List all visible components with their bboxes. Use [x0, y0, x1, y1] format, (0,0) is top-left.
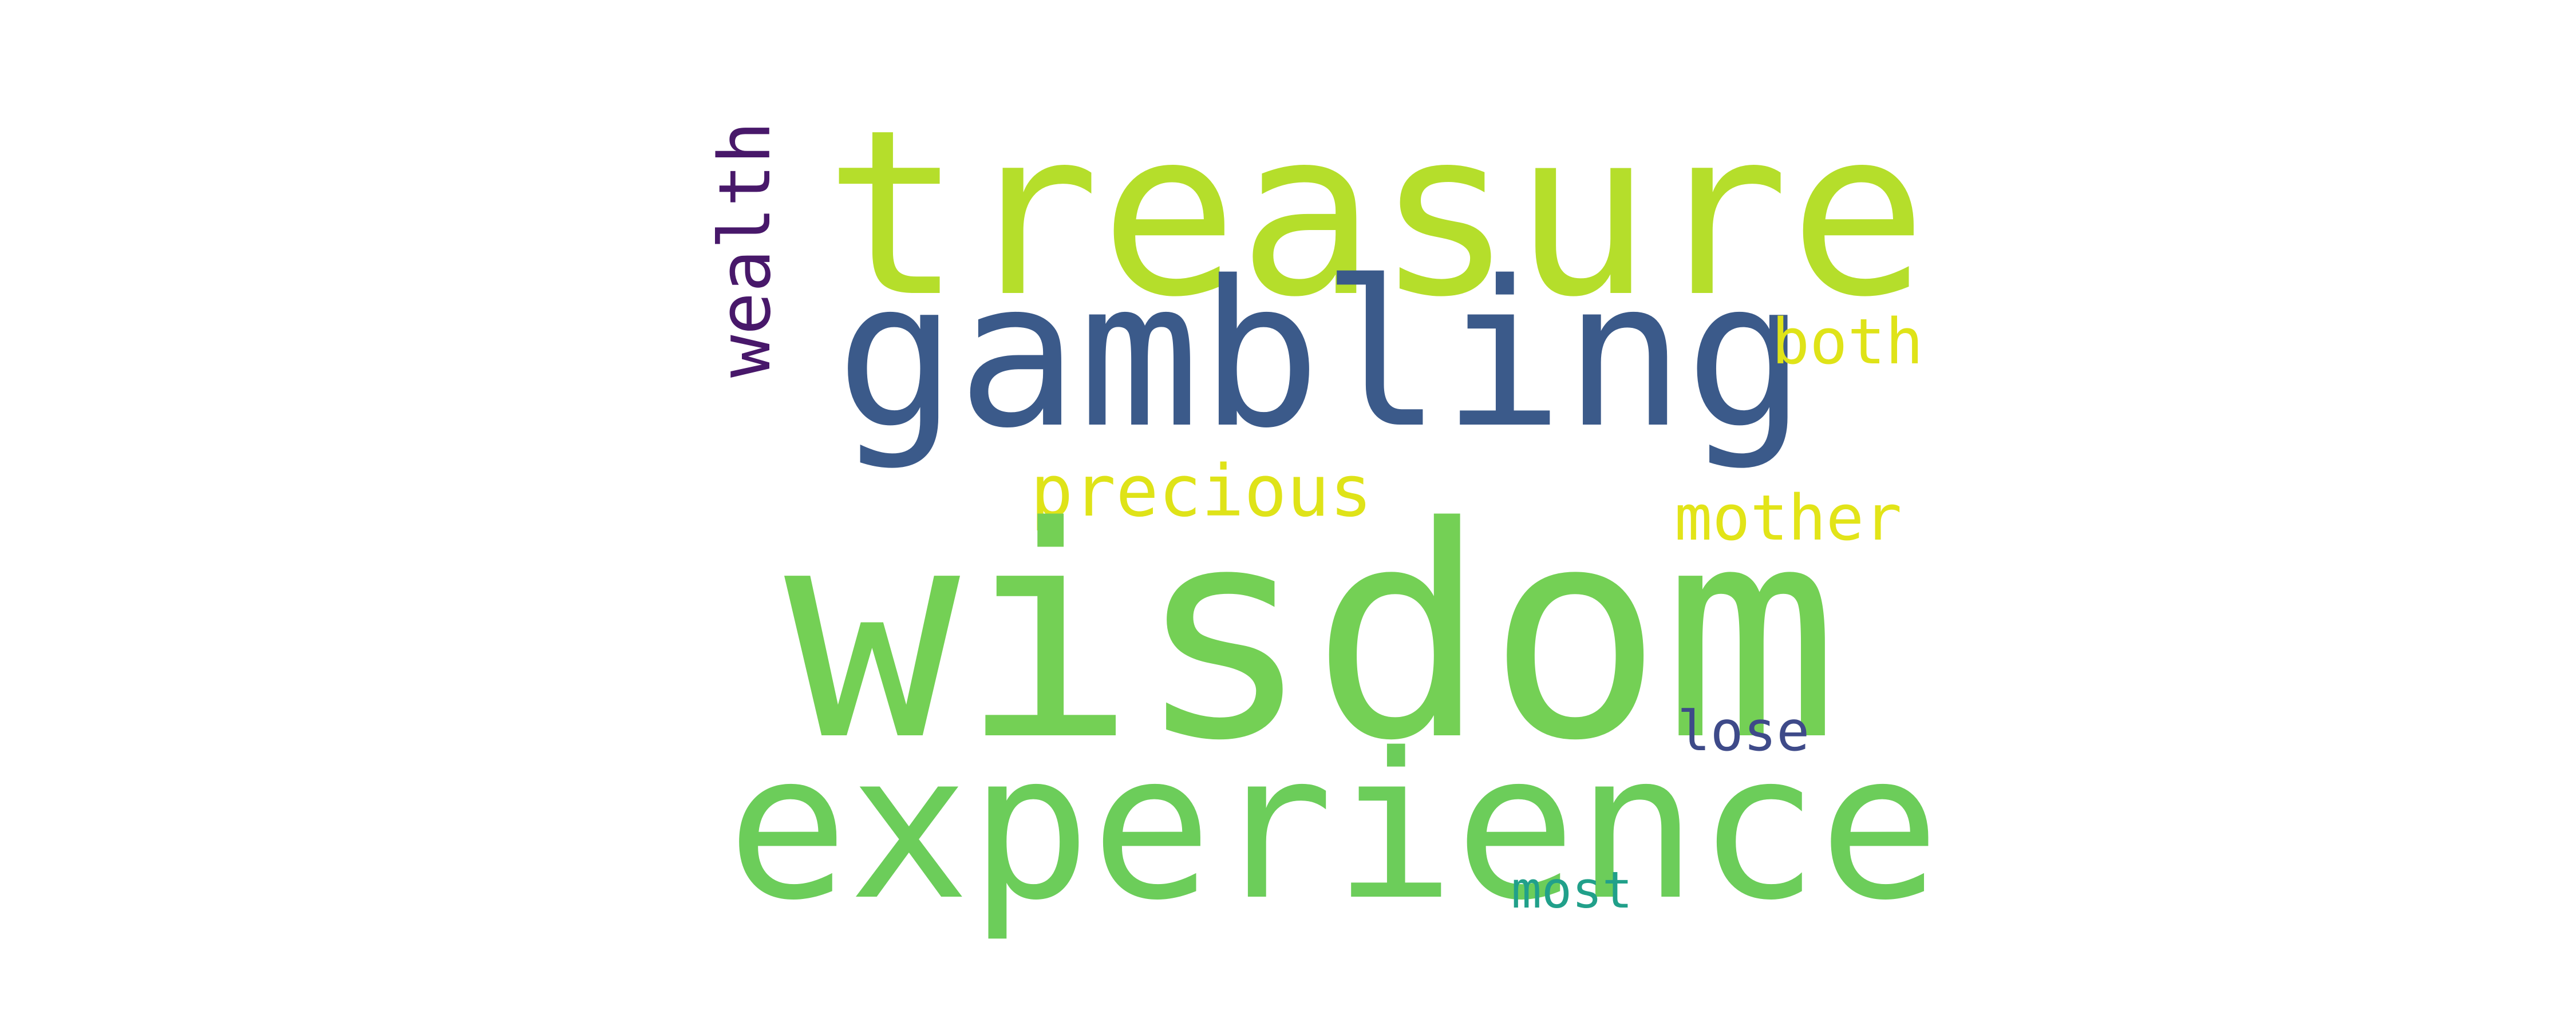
- word-most: most: [1511, 861, 1633, 920]
- word-both: both: [1772, 305, 1923, 378]
- word-treasure: treasure: [824, 81, 1927, 347]
- word-mother: mother: [1674, 481, 1902, 554]
- word-gambling: gambling: [836, 238, 1807, 473]
- word-lose: lose: [1677, 699, 1810, 763]
- word-precious: precious: [1030, 450, 1373, 533]
- word-wealth: wealth: [704, 121, 787, 378]
- word-dot: .: [1025, 444, 1080, 551]
- word-experience: experience: [727, 710, 1941, 945]
- word-wisdom: wisdom: [784, 465, 1839, 805]
